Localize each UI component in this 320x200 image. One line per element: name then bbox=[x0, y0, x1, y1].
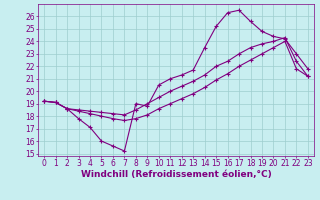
X-axis label: Windchill (Refroidissement éolien,°C): Windchill (Refroidissement éolien,°C) bbox=[81, 170, 271, 179]
